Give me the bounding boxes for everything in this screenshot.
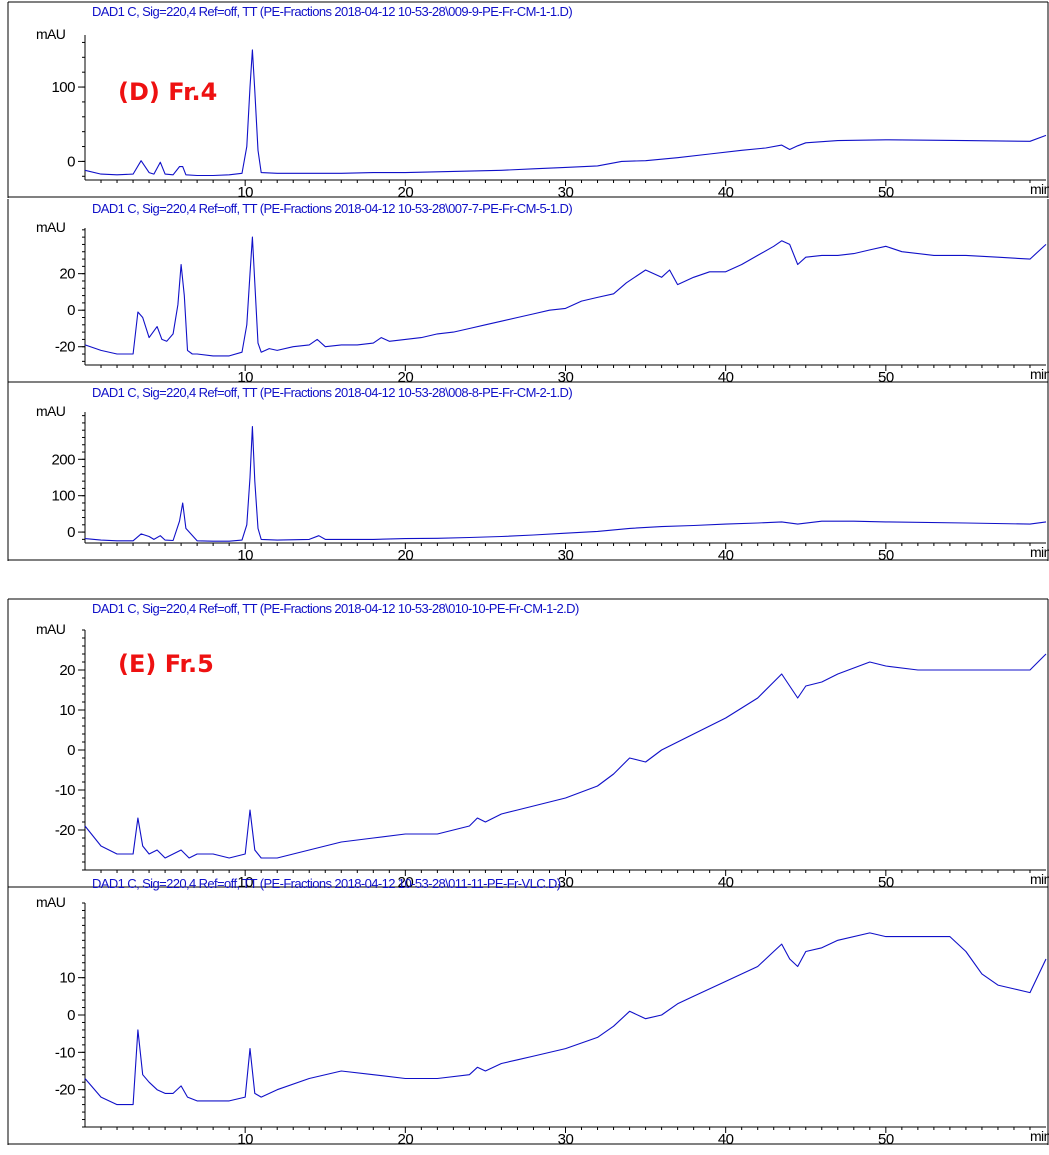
- panel-4-y-tick-label: -20: [55, 822, 75, 839]
- panel-3-x-tick-label: 20: [397, 547, 413, 564]
- panel-3-trace-line: [84, 426, 1047, 542]
- panel-3-x-tick-label: 40: [718, 547, 734, 564]
- panel-4-x-tick-label: 30: [558, 874, 574, 891]
- panel-2-x-tick-label: 20: [397, 369, 413, 386]
- panel-5-y-unit: mAU: [36, 894, 66, 910]
- panel-4-title: DAD1 C, Sig=220,4 Ref=off, TT (PE-Fracti…: [92, 601, 579, 616]
- panel-1-y-tick-label: 100: [51, 79, 75, 96]
- panel-2-x-unit: min: [1030, 366, 1049, 382]
- panel-2-y-tick-label: 20: [59, 266, 75, 283]
- panel-5-y-tick-label: -10: [55, 1044, 75, 1061]
- panel-5-y-tick-label: -20: [55, 1082, 75, 1099]
- panel-4-x-tick-label: 40: [718, 874, 734, 891]
- panel-3-y-unit: mAU: [36, 403, 66, 419]
- panel-group-label: (E) Fr.5: [118, 650, 214, 678]
- panel-5-y-tick-label: 10: [59, 970, 75, 987]
- panel-5-trace-line: [84, 932, 1047, 1106]
- panel-group-label: (D) Fr.4: [118, 78, 217, 106]
- panel-4-y-tick-label: 10: [59, 702, 75, 719]
- panel-4-x-unit: min: [1030, 871, 1049, 887]
- panel-5-x-tick-label: 50: [878, 1131, 894, 1148]
- panel-5-x-tick-label: 30: [558, 1131, 574, 1148]
- panel-1-x-tick-label: 40: [718, 184, 734, 201]
- panel-5-x-tick-label: 10: [237, 1131, 253, 1148]
- panel-4-x-tick-label: 50: [878, 874, 894, 891]
- panel-1-x-tick-label: 50: [878, 184, 894, 201]
- panel-4-y-tick-label: 20: [59, 662, 75, 679]
- panel-5-x-tick-label: 20: [397, 1131, 413, 1148]
- panel-2-x-tick-label: 10: [237, 369, 253, 386]
- panel-4-y-unit: mAU: [36, 621, 66, 637]
- panel-5-title: DAD1 C, Sig=220,4 Ref=off, TT (PE-Fracti…: [92, 876, 561, 891]
- panel-1-x-tick-label: 10: [237, 184, 253, 201]
- panel-1-y-unit: mAU: [36, 26, 66, 42]
- panel-2-y-tick-label: 0: [67, 302, 75, 319]
- panel-1-trace-line: [84, 49, 1047, 177]
- panel-2-trace-line: [84, 236, 1047, 357]
- panel-2-x-tick-label: 30: [558, 369, 574, 386]
- panel-1-title: DAD1 C, Sig=220,4 Ref=off, TT (PE-Fracti…: [92, 4, 572, 19]
- panel-1-x-tick-label: 30: [558, 184, 574, 201]
- panel-3-x-unit: min: [1030, 544, 1049, 560]
- panel-3-x-tick-label: 30: [558, 547, 574, 564]
- panel-5-y-tick-label: 0: [67, 1007, 75, 1024]
- panel-3-x-tick-label: 10: [237, 547, 253, 564]
- panel-3-y-tick-label: 200: [51, 451, 75, 468]
- panel-1-x-tick-label: 20: [397, 184, 413, 201]
- panel-4-trace-line: [84, 653, 1047, 859]
- panel-4-y-tick-label: -10: [55, 782, 75, 799]
- panel-4-x-tick-label: 20: [397, 874, 413, 891]
- panel-3-y-tick-label: 100: [51, 488, 75, 505]
- panel-3-title: DAD1 C, Sig=220,4 Ref=off, TT (PE-Fracti…: [92, 385, 572, 400]
- panel-3-x-tick-label: 50: [878, 547, 894, 564]
- panel-1-x-unit: min: [1030, 181, 1049, 197]
- panel-2-title: DAD1 C, Sig=220,4 Ref=off, TT (PE-Fracti…: [92, 201, 572, 216]
- panel-4-x-tick-label: 10: [237, 874, 253, 891]
- panel-2-y-tick-label: -20: [55, 339, 75, 356]
- panel-2-x-tick-label: 40: [718, 369, 734, 386]
- panel-5-x-tick-label: 40: [718, 1131, 734, 1148]
- panel-2-x-tick-label: 50: [878, 369, 894, 386]
- panel-2-y-unit: mAU: [36, 219, 66, 235]
- panel-1-y-tick-label: 0: [67, 153, 75, 170]
- panel-3-y-tick-label: 0: [67, 524, 75, 541]
- panel-4-y-tick-label: 0: [67, 742, 75, 759]
- panel-5-x-unit: min: [1030, 1128, 1049, 1144]
